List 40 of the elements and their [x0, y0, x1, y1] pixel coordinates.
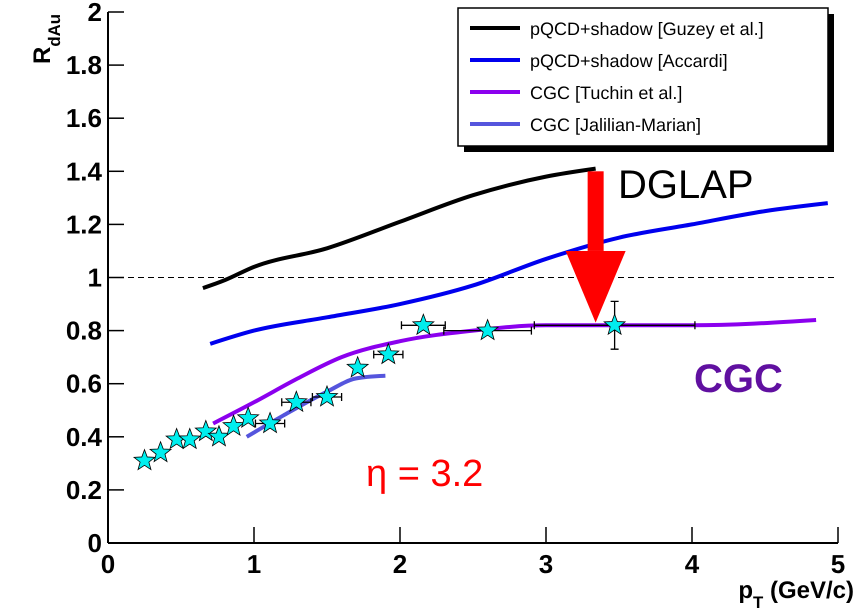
point — [222, 414, 244, 436]
y-tick-label: 2 — [88, 0, 102, 27]
point — [285, 390, 308, 412]
annotation: CGC — [694, 357, 783, 401]
y-tick-label: 0 — [88, 528, 102, 558]
x-tick-label: 3 — [538, 549, 554, 579]
y-tick-label: 1.2 — [66, 209, 102, 240]
x-axis-title: p$_{T}$ (GeV/c) — [738, 577, 854, 612]
point — [316, 386, 338, 406]
legend-label: CGC [Jalilian-Marian] — [530, 115, 702, 135]
x-tick-label: 4 — [684, 549, 700, 579]
legend-label: pQCD+shadow [Guzey et al.] — [530, 19, 764, 39]
y-tick-label: 0.4 — [66, 422, 103, 452]
point — [237, 406, 260, 428]
y-tick-label: 0.6 — [66, 368, 102, 399]
legend-label: pQCD+shadow [Accardi] — [530, 51, 728, 71]
point — [377, 343, 400, 364]
legend-label: CGC [Tuchin et al.] — [530, 83, 682, 103]
x-tick-label: 5 — [830, 549, 846, 579]
y-tick-label: 1.6 — [66, 103, 102, 134]
annotation: DGLAP — [618, 163, 754, 207]
annotation: η = 3.2 — [366, 453, 484, 495]
line-series — [208, 201, 830, 346]
y-tick-label: 1 — [88, 262, 102, 292]
point — [178, 428, 201, 449]
y-tick-label: 0.8 — [66, 316, 102, 346]
point — [194, 420, 217, 441]
x-tick-label: 2 — [392, 549, 408, 579]
y-tick-label: 1.4 — [66, 156, 103, 186]
point — [259, 412, 281, 433]
x-tick-label: 1 — [246, 549, 262, 579]
point — [604, 314, 626, 335]
point — [476, 319, 498, 340]
point — [208, 425, 230, 446]
point — [412, 314, 434, 335]
point — [134, 449, 156, 470]
y-tick-label: 1.8 — [66, 50, 102, 80]
point — [346, 356, 369, 378]
y-tick-label: 0.2 — [66, 474, 102, 505]
point — [150, 441, 172, 462]
